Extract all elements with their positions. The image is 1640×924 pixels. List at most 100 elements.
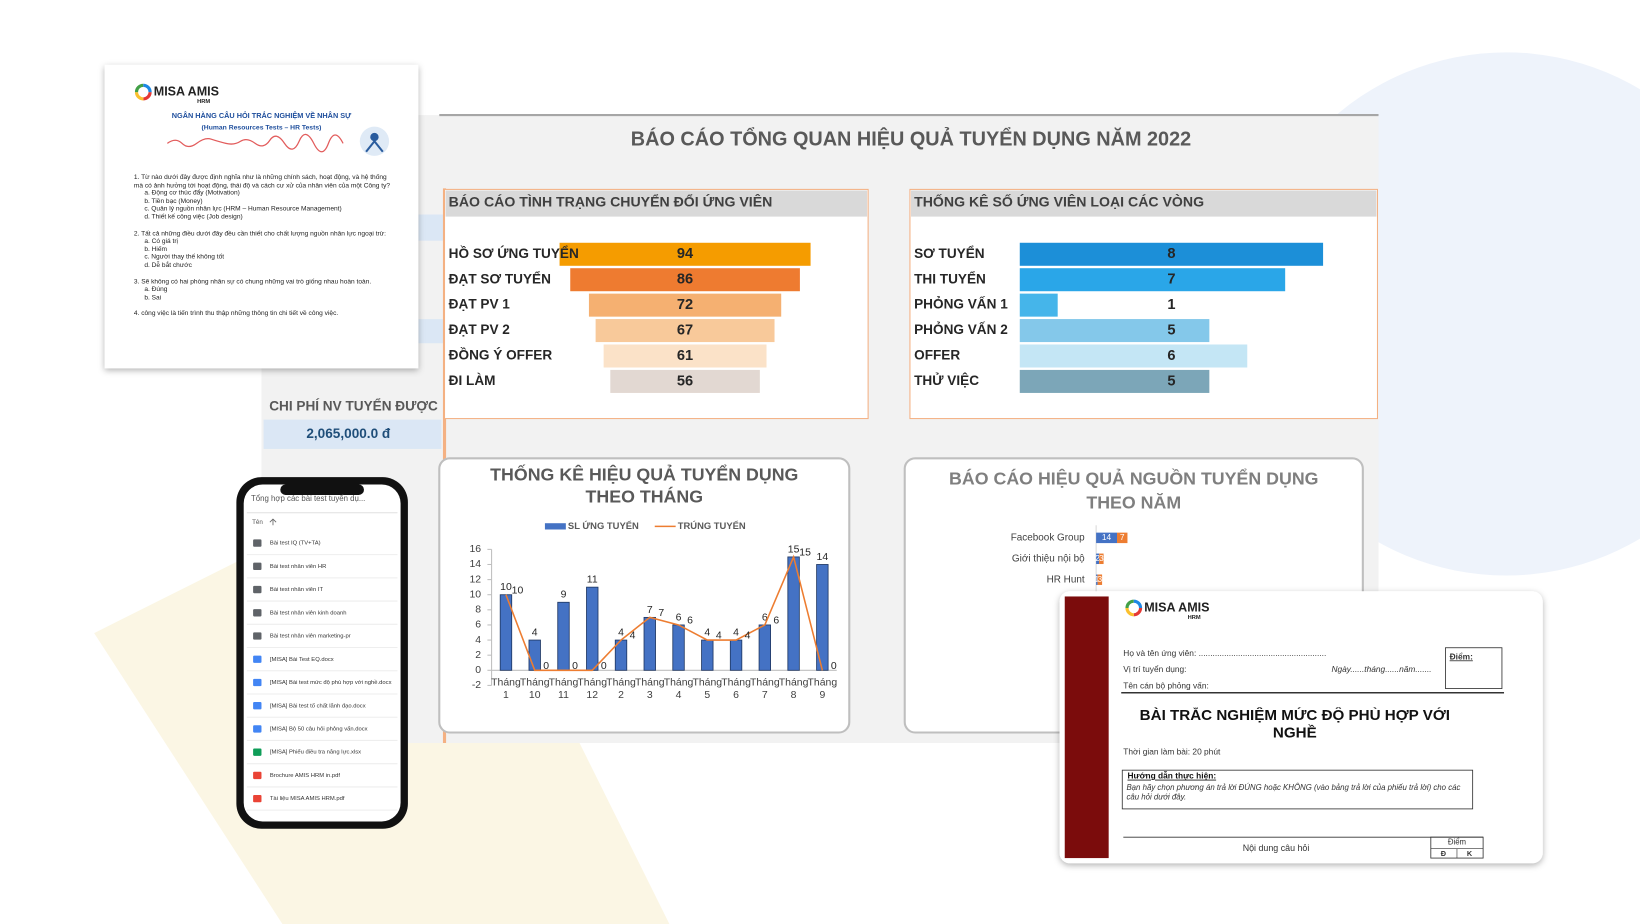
option: d. Dễ bắt chước [144,261,192,269]
file-name: [MISA] Bài Test EQ.docx [270,657,334,663]
value-label: 56 [677,373,693,389]
bar [557,601,570,671]
dashboard-title: BÁO CÁO TỔNG QUAN HIỆU QUẢ TUYỂN DỤNG NĂ… [631,126,1191,150]
field: Ngày......tháng......năm....... [1331,664,1431,674]
y-tick-label: 8 [475,605,481,616]
value-label: 1 [1167,297,1175,313]
line-label: 15 [799,548,811,559]
guide-title: Hướng dẫn thực hiện: [1128,771,1217,781]
bar [528,639,541,671]
logo-sub: HRM [1188,615,1201,621]
bar [1099,553,1104,565]
file-name: Bài test IQ (TV+TA) [270,541,321,547]
line-label: 10 [512,585,524,596]
question: 3. Sẽ không có hai phòng nhân sự có chun… [133,277,372,286]
x-tick-label-box: Tháng 10 [520,677,550,701]
guide: Bạn hãy chọn phương án trả lời ĐÚNG hoặc… [1126,782,1461,802]
category-label: ĐI LÀM [449,373,496,388]
option: c. Người thay thế không tốt [144,253,225,261]
file-name: [MISA] Bài test mức độ phù hợp với nghề.… [270,680,392,686]
logo-ring [1125,607,1135,617]
logo-text: MISA AMIS [154,84,219,98]
category-label: OFFER [914,348,960,363]
bar-label: 3 [1098,574,1103,584]
bar [643,616,656,671]
funnel-bar [570,268,800,292]
funnel-bar [595,319,775,343]
bar-label: 4 [618,628,624,639]
bar [1096,532,1118,544]
category-label: ĐỒNG Ý OFFER [449,348,553,363]
bar-label: 2 [1095,553,1100,563]
y-tick-label: 2 [475,650,481,661]
line-label: 0 [831,661,837,672]
logo-ring [143,83,152,93]
y-tick-label: 4 [475,635,481,646]
doc-title: NGÂN HÀNG CÂU HỎI TRẮC NGHIỆM VỀ NHÂN SỰ [172,110,352,120]
field: Điểm: [1450,651,1473,661]
bar-label: 11 [587,575,598,586]
x-tick-label-box: Tháng 12 [577,677,607,701]
funnel-bar [610,369,760,393]
y-tick-label: 12 [469,574,481,585]
category-label: THỬ VIỆC [914,373,979,388]
file-icon [253,609,262,617]
file-name: [MISA] Bộ 50 câu hỏi phỏng vấn.docx [270,725,368,732]
file-name: Bài test nhân viên HR [270,564,327,570]
funnel-bar [1019,293,1058,317]
x-tick-label: Tháng 2 [606,676,636,701]
category-label: PHỎNG VẤN 1 [914,297,1008,312]
x-tick-label-box: Tháng 4 [663,676,694,701]
value-label: 6 [1167,348,1175,364]
line-label: 6 [687,616,693,627]
x-tick-label: Tháng 11 [548,676,579,701]
file-name: Bài test nhân viên kinh doanh [270,610,347,616]
category-label: Facebook Group [1011,532,1085,543]
legend-label: SL ỨNG TUYỂN [568,520,639,531]
funnel-bar [1019,242,1324,266]
file-icon [253,632,262,640]
line-label: 7 [658,608,664,619]
bar-label: 6 [676,612,682,623]
value-label: 61 [677,348,693,364]
value-label: 5 [1167,322,1175,338]
file-icon [253,702,262,710]
cost-label: CHI PHÍ NV TUYỂN ĐƯỢC [269,399,438,414]
line-label: 0 [572,661,578,672]
field: Tên cán bộ phỏng vấn: [1123,681,1209,691]
table-head: Nội dung câu hỏi [1243,843,1310,853]
x-tick-label: Tháng 4 [663,676,694,701]
bar-label: 7 [1120,532,1125,542]
option: a. Động cơ thúc đẩy (Motivation) [144,189,240,197]
y-tick-label: 6 [475,620,481,631]
bar-label: 6 [762,612,768,623]
x-tick-label-box: Tháng 8 [778,676,809,701]
logo-ring [1125,599,1135,609]
line-label: 4 [745,631,751,642]
file-icon [253,748,262,756]
file-icon [253,771,262,780]
table-head: Điểm [1448,837,1466,846]
cell [418,214,445,241]
bar-label: 1 [1095,574,1100,584]
field: Họ và tên ứng viên: ....................… [1123,648,1326,658]
funnel-bar [588,293,782,317]
x-tick-label-box: Tháng 11 [548,676,579,701]
category-label: PHỎNG VẤN 2 [914,322,1008,337]
x-tick-label: Tháng 8 [778,676,809,701]
panel [438,457,851,734]
funnel-bar [603,344,767,368]
chart-title: THỐNG KÊ SỐ ỨNG VIÊN LOẠI CÁC VÒNG [914,193,1204,210]
bar [701,639,714,671]
category-label: ĐẠT SƠ TUYỂN [449,271,551,286]
bar-label: 4 [733,628,739,639]
file-icon [253,655,262,663]
x-tick-label: Tháng 6 [721,676,751,701]
value-label: 5 [1167,373,1175,389]
x-tick-label-box: Tháng 3 [635,677,665,701]
y-tick-label: 10 [469,589,481,600]
file-icon [253,562,262,570]
chart-title: BÁO CÁO HIỆU QUẢ NGUỒN TUYỂN DỤNG THEO N… [949,468,1319,513]
file-icon [253,725,262,733]
bar-label: 7 [647,605,653,616]
